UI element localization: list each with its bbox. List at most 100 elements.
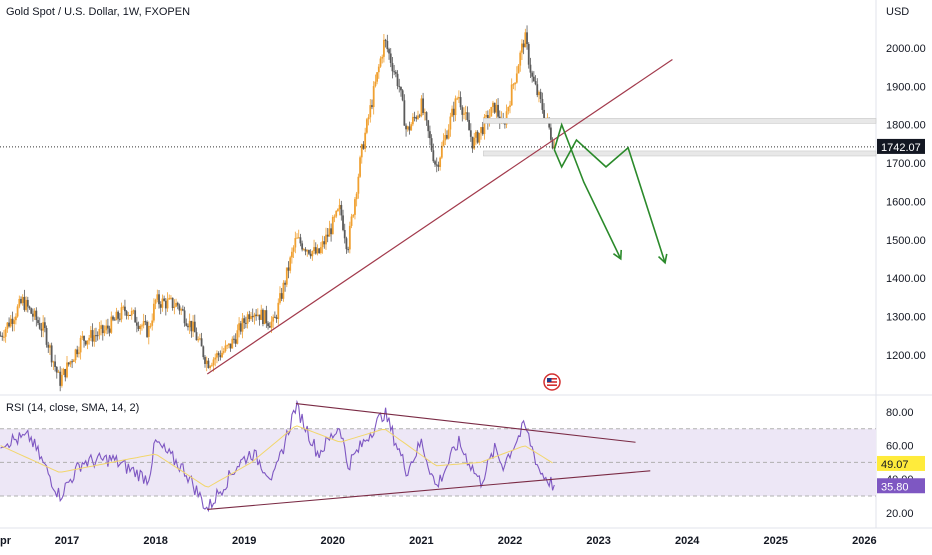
candle-body bbox=[507, 107, 510, 112]
candle bbox=[142, 313, 145, 329]
candle-body bbox=[0, 335, 2, 337]
candle bbox=[67, 362, 70, 367]
candle bbox=[134, 307, 137, 323]
rsi-title: RSI (14, close, SMA, 14, 2) bbox=[6, 402, 139, 414]
rsi-sma-tag: 49.07 bbox=[881, 459, 909, 471]
candle-body bbox=[57, 371, 60, 373]
time-tick-label: 2019 bbox=[232, 535, 256, 547]
candle-body bbox=[403, 100, 406, 126]
candle bbox=[185, 318, 188, 327]
candle-body bbox=[398, 86, 401, 88]
candle-body bbox=[297, 237, 300, 239]
candle bbox=[256, 308, 259, 317]
candle bbox=[393, 64, 396, 76]
candle-body bbox=[241, 318, 244, 332]
candle bbox=[304, 247, 307, 256]
candle-body bbox=[227, 343, 230, 346]
candle bbox=[135, 316, 138, 333]
candle bbox=[476, 130, 479, 144]
candle bbox=[74, 348, 77, 364]
candle-body bbox=[205, 360, 208, 364]
candle bbox=[405, 123, 407, 137]
candle-body bbox=[304, 249, 307, 252]
candle-body bbox=[72, 360, 75, 362]
candle bbox=[231, 336, 234, 349]
candle-body bbox=[284, 282, 286, 285]
candle-body bbox=[282, 282, 285, 299]
candle bbox=[176, 301, 179, 310]
candle bbox=[406, 125, 409, 132]
candle-body bbox=[536, 84, 539, 96]
candle-body bbox=[294, 238, 297, 248]
candle bbox=[236, 324, 239, 345]
candle bbox=[311, 250, 314, 261]
candle-body bbox=[275, 317, 278, 319]
candle bbox=[272, 314, 275, 329]
time-tick-label: 2026 bbox=[852, 535, 876, 547]
candle bbox=[93, 328, 96, 347]
candle-body bbox=[98, 328, 101, 336]
candle-body bbox=[345, 238, 348, 250]
candle bbox=[384, 38, 387, 48]
candle-body bbox=[222, 351, 225, 353]
candle-body bbox=[411, 116, 414, 125]
candle-body bbox=[178, 305, 181, 311]
candle-body bbox=[8, 322, 10, 327]
candle bbox=[415, 115, 418, 122]
candle bbox=[226, 344, 229, 350]
candle-body bbox=[124, 306, 126, 312]
candle-body bbox=[14, 316, 17, 321]
candle bbox=[509, 100, 511, 114]
candle bbox=[539, 88, 542, 104]
candle-body bbox=[21, 296, 24, 304]
candle bbox=[199, 333, 201, 341]
candle-body bbox=[60, 374, 63, 386]
candle-body bbox=[6, 322, 9, 330]
candle-body bbox=[406, 126, 409, 130]
candle bbox=[348, 221, 351, 254]
candle bbox=[282, 280, 285, 302]
candle-body bbox=[417, 115, 419, 119]
candle bbox=[246, 311, 249, 329]
candle bbox=[151, 313, 154, 331]
candle-body bbox=[130, 310, 133, 316]
candle-body bbox=[429, 131, 431, 139]
us-flag-icon[interactable] bbox=[543, 373, 561, 391]
candle bbox=[372, 81, 375, 115]
candle-body bbox=[163, 298, 166, 301]
candle bbox=[440, 141, 443, 160]
candle bbox=[120, 302, 123, 323]
candle bbox=[38, 317, 41, 330]
candle bbox=[60, 368, 63, 388]
candle bbox=[337, 208, 339, 212]
candle-body bbox=[423, 112, 426, 114]
candle-body bbox=[129, 314, 131, 316]
candle-body bbox=[263, 310, 266, 325]
projection-path bbox=[553, 138, 666, 264]
candle bbox=[379, 56, 382, 68]
candle-body bbox=[1, 335, 4, 337]
candle bbox=[391, 57, 394, 79]
candle bbox=[129, 314, 131, 316]
candle-body bbox=[478, 132, 481, 143]
candle bbox=[301, 240, 304, 252]
candle bbox=[279, 286, 281, 305]
candle-body bbox=[93, 335, 96, 342]
candle bbox=[451, 105, 453, 118]
candle bbox=[292, 245, 295, 258]
candle-body bbox=[161, 298, 164, 308]
candle-body bbox=[35, 310, 38, 321]
candle bbox=[369, 99, 372, 123]
candle-body bbox=[238, 323, 240, 331]
candle-body bbox=[348, 225, 351, 250]
candle bbox=[468, 112, 471, 131]
candle-body bbox=[267, 323, 269, 327]
candle-body bbox=[495, 104, 498, 113]
candle-body bbox=[52, 361, 55, 363]
candle bbox=[127, 311, 130, 320]
candle-body bbox=[239, 323, 242, 332]
candle bbox=[154, 298, 157, 310]
candle-body bbox=[473, 137, 476, 149]
candle-body bbox=[253, 314, 256, 318]
